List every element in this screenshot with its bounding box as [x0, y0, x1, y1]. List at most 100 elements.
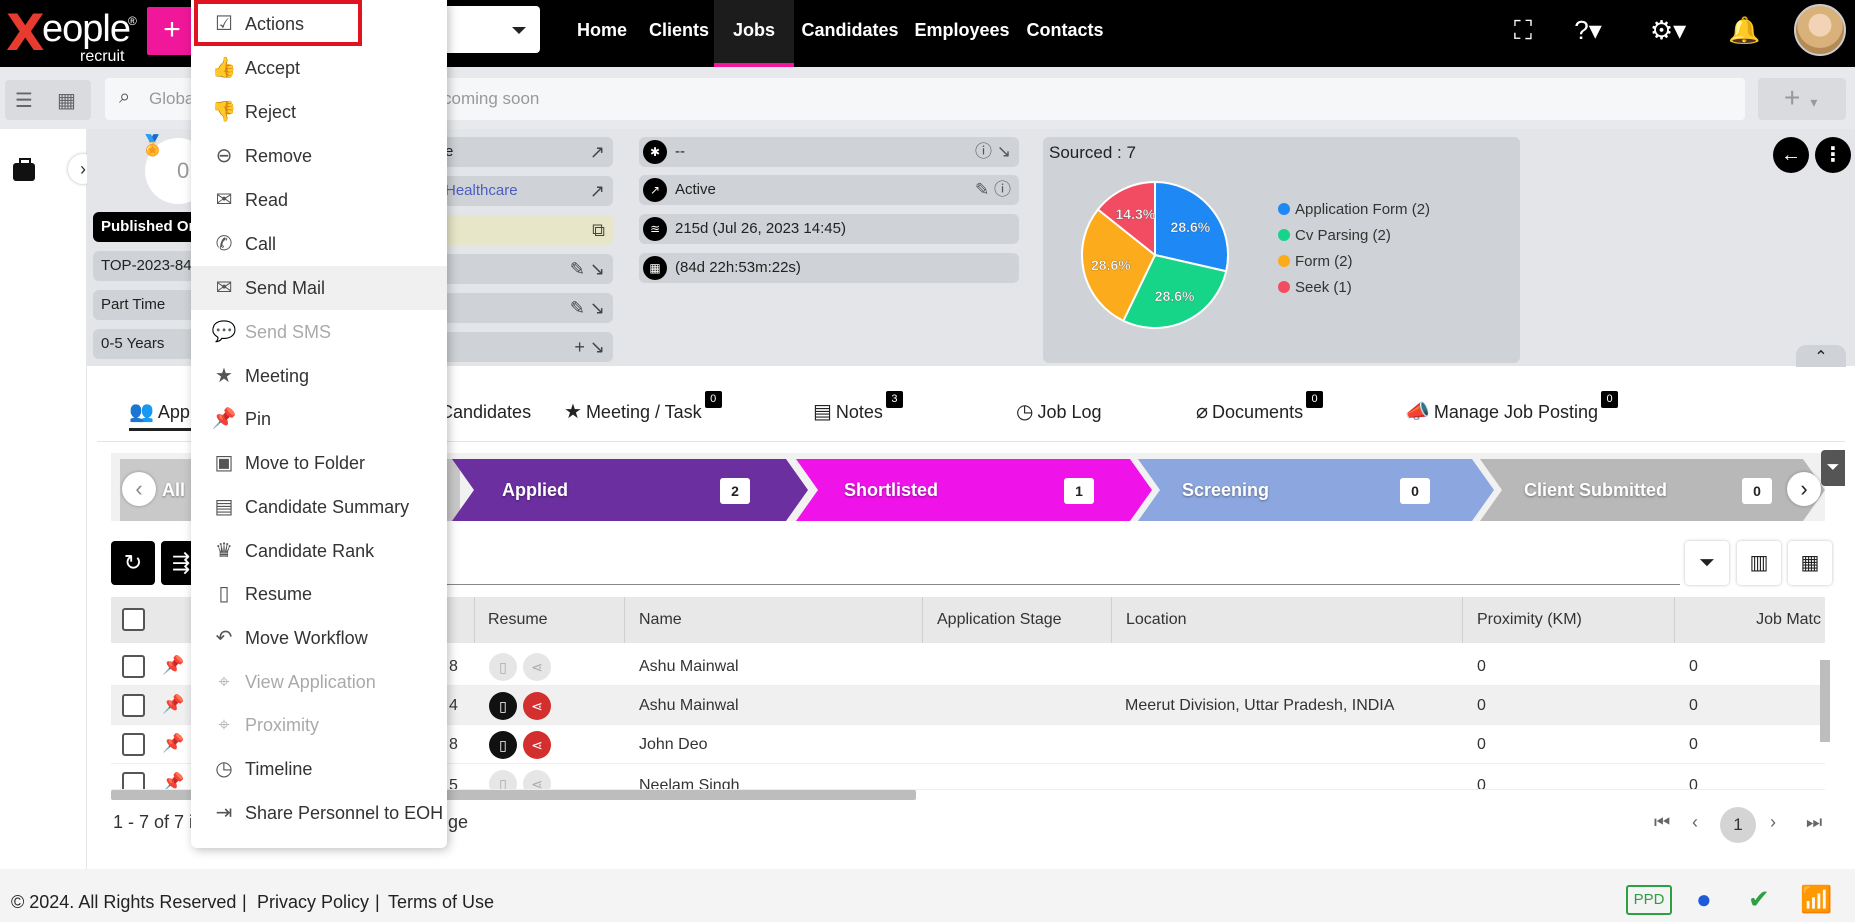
resume-icon[interactable]: ▯ — [489, 692, 517, 720]
menu-item-meeting[interactable]: ★ Meeting — [191, 354, 447, 398]
page-button[interactable]: 1 — [1720, 807, 1756, 843]
legend-item[interactable]: Form (2) — [1278, 253, 1353, 270]
table-search-input[interactable] — [445, 584, 1680, 585]
legend-item[interactable]: Cv Parsing (2) — [1278, 227, 1391, 244]
resume-icon[interactable]: ▯ — [489, 653, 517, 681]
view-toggle[interactable]: ☰ ▦ — [5, 80, 91, 120]
pie-slice[interactable] — [1121, 253, 1228, 329]
table-row[interactable]: 📌 8 ▯ ⋖ Ashu Mainwal 0 0 — [111, 647, 1825, 686]
module-select[interactable] — [430, 6, 540, 53]
terms-of-use-link[interactable]: Terms of Use — [388, 892, 495, 912]
candidate-name[interactable]: John Deo — [639, 736, 708, 753]
stage-shortlisted[interactable]: Shortlisted 1 — [796, 459, 1152, 521]
table-row[interactable]: 📌 8 ▯ ⋖ John Deo 0 0 — [111, 725, 1825, 764]
resume-icon[interactable]: ▯ — [489, 770, 517, 789]
nav-jobs[interactable]: Jobs — [714, 0, 794, 67]
menu-item-remove[interactable]: ⊖ Remove — [191, 134, 447, 178]
column-header-proximity[interactable]: Proximity (KM) — [1463, 597, 1675, 643]
external-link-icon[interactable]: ↗ — [589, 181, 605, 201]
tab-meeting-task[interactable]: ★ Meeting / Task 0 — [564, 391, 722, 431]
candidate-name[interactable]: Ashu Mainwal — [639, 697, 739, 714]
menu-item-pin[interactable]: 📌 Pin — [191, 397, 447, 441]
columns-button[interactable]: ▥ — [1737, 541, 1781, 585]
row-checkbox[interactable] — [122, 772, 145, 789]
checkbox[interactable] — [122, 772, 145, 789]
pipeline-next-button[interactable]: › — [1787, 472, 1821, 506]
quick-add-button[interactable]: + — [147, 7, 197, 55]
pin-icon[interactable]: 📌 — [162, 694, 185, 714]
nav-contacts[interactable]: Contacts — [1026, 20, 1104, 40]
checkbox[interactable] — [122, 733, 145, 756]
menu-item-accept[interactable]: 👍 Accept — [191, 46, 447, 90]
menu-header-actions[interactable]: ☑ Actions — [191, 2, 447, 46]
candidate-name[interactable]: Neelam Singh — [639, 777, 740, 790]
pie-slice[interactable] — [1096, 180, 1156, 258]
grid-layout-button[interactable]: ▦ — [1788, 541, 1832, 585]
pencil-icon[interactable]: ✎ ↘ — [569, 298, 605, 318]
resume-icon[interactable]: ▯ — [489, 731, 517, 759]
plus-icon[interactable]: + ↘ — [574, 337, 605, 357]
menu-item-send-mail[interactable]: ✉ Send Mail — [191, 266, 447, 310]
nav-clients[interactable]: Clients — [648, 20, 709, 40]
edit-info-icon[interactable]: ✎ ⓘ — [975, 180, 1011, 199]
gear-icon[interactable]: ⚙▾ — [1649, 15, 1687, 45]
checkbox[interactable] — [122, 655, 145, 678]
share-icon[interactable]: ⋖ — [523, 653, 551, 681]
menu-item-move-to-folder[interactable]: ▣ Move to Folder — [191, 441, 447, 485]
column-header-resume[interactable]: Resume — [474, 597, 625, 643]
menu-item-reject[interactable]: 👎 Reject — [191, 90, 447, 134]
more-options-button[interactable]: ⋮ — [1815, 137, 1851, 173]
tab-job-log[interactable]: ◷ Job Log — [1016, 395, 1102, 431]
legend-item[interactable]: Application Form (2) — [1278, 201, 1430, 218]
share-icon[interactable]: ⋖ — [523, 731, 551, 759]
pin-icon[interactable]: 📌 — [162, 772, 185, 790]
table-row[interactable]: 📌 5 ▯ ⋖ Neelam Singh 0 0 — [111, 764, 1825, 790]
nav-employees[interactable]: Employees — [914, 20, 1010, 40]
tab-notes[interactable]: ▤ Notes 3 — [813, 391, 903, 431]
menu-item-candidate-summary[interactable]: ▤ Candidate Summary — [191, 485, 447, 529]
row-checkbox[interactable] — [122, 733, 145, 756]
fullscreen-icon[interactable]: ⛶ — [1513, 15, 1533, 45]
ppd-badge[interactable]: PPD — [1626, 885, 1672, 915]
next-page-icon[interactable]: › — [1770, 812, 1776, 832]
pie-slice[interactable] — [1154, 180, 1229, 273]
pin-icon[interactable]: 📌 — [162, 655, 185, 675]
pie-slice[interactable] — [1081, 208, 1157, 323]
stage-applied[interactable]: Applied 2 — [452, 459, 808, 521]
collapse-header-button[interactable]: ⌃ — [1796, 345, 1846, 367]
external-link-icon[interactable]: ↗ — [589, 142, 605, 162]
menu-item-candidate-rank[interactable]: ♛ Candidate Rank — [191, 529, 447, 573]
user-circle-icon[interactable]: ● — [1696, 884, 1712, 914]
tab-candidates[interactable]: Candidates — [440, 395, 531, 431]
filter-icon[interactable]: ⏷ — [1821, 450, 1845, 486]
horizontal-scrollbar[interactable] — [111, 790, 916, 800]
menu-item-call[interactable]: ✆ Call — [191, 222, 447, 266]
list-view-icon[interactable]: ☰ — [15, 90, 33, 112]
pencil-icon[interactable]: ✎ ↘ — [569, 259, 605, 279]
column-header-stage[interactable]: Application Stage — [923, 597, 1112, 643]
share-icon[interactable]: ⋖ — [523, 692, 551, 720]
nav-candidates[interactable]: Candidates — [801, 20, 899, 40]
grid-view-icon[interactable]: ▦ — [57, 90, 76, 112]
filter-button[interactable]: ⏷ — [1685, 541, 1729, 585]
stage-client-submitted[interactable]: Client Submitted 0 — [1480, 459, 1825, 521]
bell-icon[interactable]: 🔔 — [1728, 15, 1761, 45]
pipeline-prev-button[interactable]: ‹ — [122, 472, 156, 506]
nav-home[interactable]: Home — [576, 20, 627, 40]
share-icon[interactable]: ⋖ — [523, 770, 551, 789]
tab-documents[interactable]: ⌀ Documents 0 — [1196, 391, 1324, 431]
legend-item[interactable]: Seek (1) — [1278, 279, 1352, 296]
menu-item-resume[interactable]: ▯ Resume — [191, 572, 447, 616]
checkbox[interactable] — [122, 694, 145, 717]
open-link-icon[interactable]: ⧉ — [592, 220, 605, 240]
pin-icon[interactable]: 📌 — [162, 733, 185, 753]
privacy-policy-link[interactable]: Privacy Policy — [257, 892, 370, 912]
briefcase-icon[interactable] — [13, 158, 35, 181]
select-all-checkbox[interactable] — [122, 608, 145, 631]
row-checkbox[interactable] — [122, 655, 145, 678]
add-new-button[interactable]: + ▾ — [1758, 78, 1846, 120]
checkbox[interactable] — [122, 608, 145, 631]
brand-logo[interactable]: X eople ® recruit — [6, 4, 137, 65]
vertical-scrollbar[interactable] — [1820, 660, 1830, 742]
last-page-icon[interactable]: ⏭ — [1806, 812, 1823, 832]
